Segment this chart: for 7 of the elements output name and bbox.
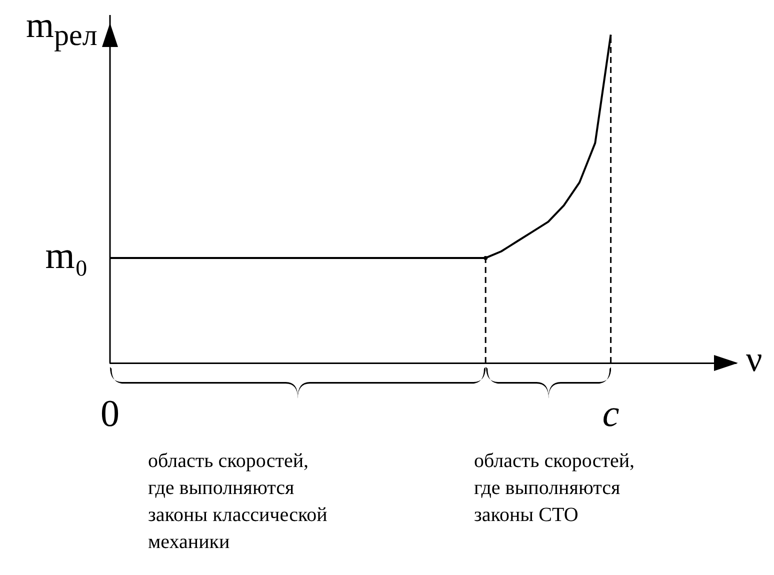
- text: область скоростей, где выполняются законы классической механики: [148, 449, 328, 555]
- x-tick-label: c: [602, 392, 620, 435]
- x-tick-label: 0: [100, 392, 120, 435]
- y-axis-title: m$_{рел}$: [26, 7, 98, 54]
- text: область скоростей, где выполняются законы СТО: [474, 449, 635, 528]
- text: m₀: [45, 234, 88, 277]
- x-axis-title: ν: [746, 338, 762, 381]
